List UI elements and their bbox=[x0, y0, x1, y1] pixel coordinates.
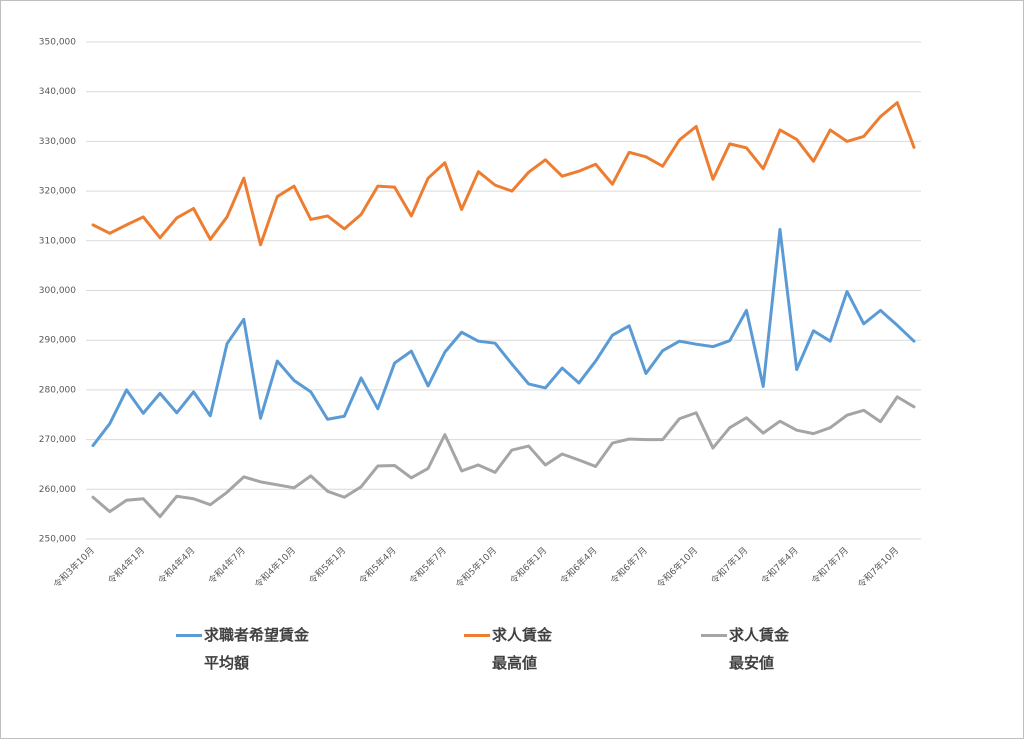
y-tick-label: 320,000 bbox=[39, 187, 76, 197]
legend-swatch bbox=[176, 634, 202, 637]
x-tick-label: 令和5年4月 bbox=[356, 544, 398, 586]
x-tick-label: 令和7年1月 bbox=[708, 544, 750, 586]
x-tick-label: 令和3年10月 bbox=[51, 544, 97, 590]
y-tick-label: 270,000 bbox=[39, 435, 76, 445]
x-tick-label: 令和6年1月 bbox=[507, 544, 549, 586]
x-tick-label: 令和4年7月 bbox=[206, 544, 248, 586]
legend-label: 求人賃金 最高値 bbox=[492, 626, 553, 672]
y-tick-label: 260,000 bbox=[39, 485, 76, 495]
y-tick-label: 250,000 bbox=[39, 535, 76, 545]
y-tick-label: 340,000 bbox=[39, 87, 76, 97]
x-tick-label: 令和4年10月 bbox=[252, 544, 298, 590]
y-tick-label: 350,000 bbox=[39, 38, 76, 48]
y-tick-label: 310,000 bbox=[39, 236, 76, 246]
series-line bbox=[91, 395, 916, 519]
legend-label: 求職者希望賃金 平均額 bbox=[204, 626, 310, 672]
y-tick-label: 290,000 bbox=[39, 336, 76, 346]
x-tick-label: 令和4年4月 bbox=[155, 544, 197, 586]
y-tick-label: 330,000 bbox=[39, 137, 76, 147]
y-tick-label: 280,000 bbox=[39, 385, 76, 395]
legend-swatch bbox=[464, 634, 490, 637]
x-tick-label: 令和7年7月 bbox=[809, 544, 851, 586]
x-tick-label: 令和5年7月 bbox=[407, 544, 449, 586]
series-line bbox=[91, 101, 916, 247]
x-tick-label: 令和7年10月 bbox=[855, 544, 901, 590]
x-tick-label: 令和5年10月 bbox=[453, 544, 499, 590]
x-tick-label: 令和7年4月 bbox=[759, 544, 801, 586]
x-tick-label: 令和4年1月 bbox=[105, 544, 147, 586]
y-tick-label: 300,000 bbox=[39, 286, 76, 296]
legend-swatch bbox=[701, 634, 727, 637]
series-line bbox=[91, 227, 916, 448]
x-tick-label: 令和6年4月 bbox=[558, 544, 600, 586]
x-tick-label: 令和5年1月 bbox=[306, 544, 348, 586]
x-tick-label: 令和6年7月 bbox=[608, 544, 650, 586]
x-tick-label: 令和6年10月 bbox=[654, 544, 700, 590]
legend-label: 求人賃金 最安値 bbox=[729, 626, 790, 672]
